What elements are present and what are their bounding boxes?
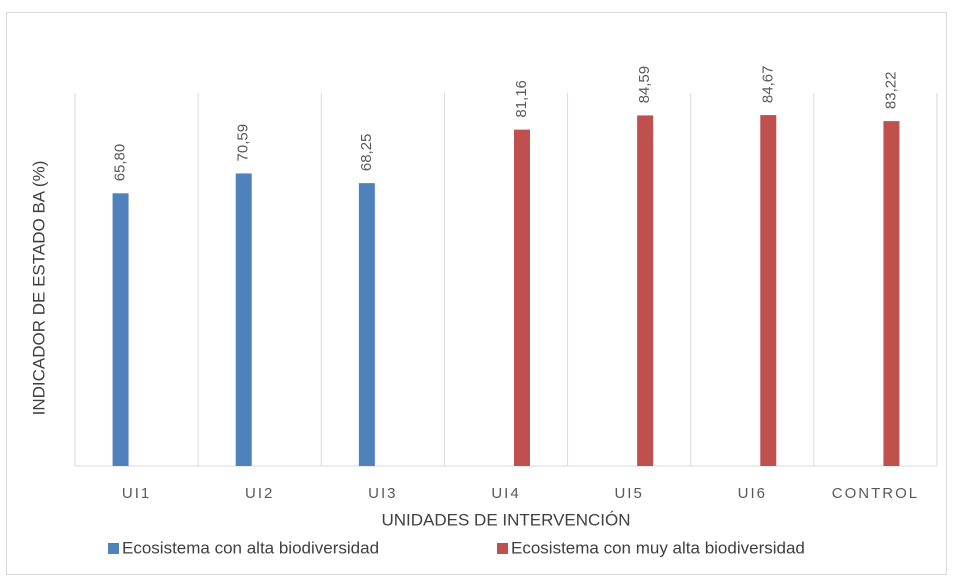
x-tick-label: CONTROL xyxy=(832,485,919,502)
data-label: 81,16 xyxy=(513,80,530,118)
data-label: 83,22 xyxy=(882,72,899,110)
chart-border xyxy=(6,12,947,575)
bar xyxy=(112,193,129,466)
y-axis-title: INDICADOR DE ESTADO BA (%) xyxy=(29,161,48,416)
x-tick-label: UI6 xyxy=(738,485,767,502)
x-tick-label: UI1 xyxy=(122,485,151,502)
x-axis-title: UNIDADES DE INTERVENCIÓN xyxy=(381,510,630,529)
bar xyxy=(883,121,900,466)
legend-label: Ecosistema con muy alta biodiversidad xyxy=(511,538,805,557)
bar xyxy=(235,173,252,466)
bar xyxy=(637,115,654,466)
bar xyxy=(514,129,530,466)
legend-swatch xyxy=(108,543,119,554)
x-tick-label: UI2 xyxy=(245,485,274,502)
legend-swatch xyxy=(497,543,508,554)
data-label: 84,59 xyxy=(636,66,653,104)
x-tick-label: UI4 xyxy=(491,485,520,502)
x-tick-label: UI5 xyxy=(614,485,643,502)
data-label: 70,59 xyxy=(235,124,252,162)
legend-label: Ecosistema con alta biodiversidad xyxy=(122,538,379,557)
data-label: 84,67 xyxy=(759,66,776,104)
data-label: 68,25 xyxy=(358,134,375,172)
data-label: 65,80 xyxy=(112,144,129,182)
bar xyxy=(760,115,777,466)
x-tick-label: UI3 xyxy=(368,485,397,502)
bar xyxy=(358,183,375,466)
